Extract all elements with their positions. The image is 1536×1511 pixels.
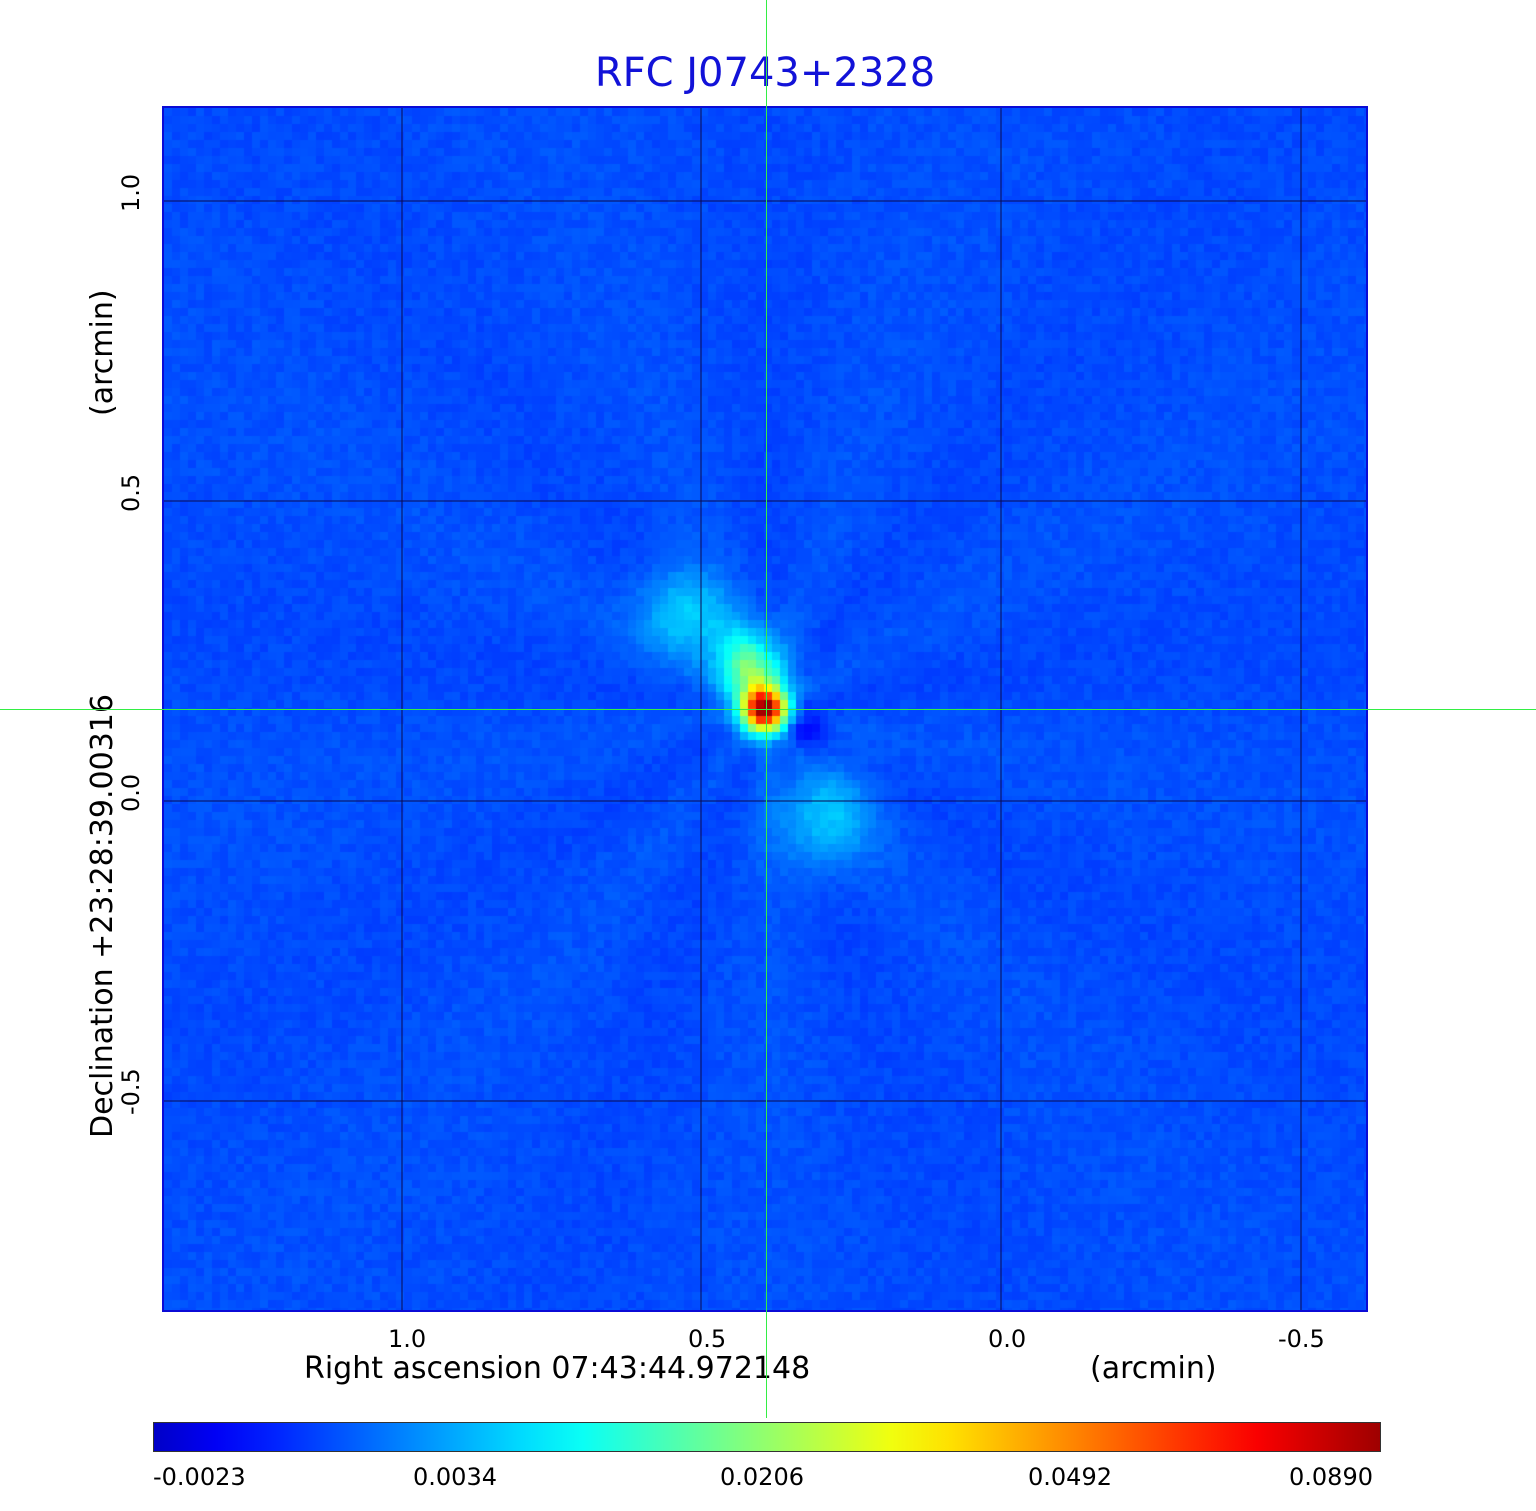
x-axis-label: Right ascension 07:43:44.972148 — [304, 1351, 811, 1386]
colorbar-tick-label: 0.0890 — [1289, 1463, 1373, 1491]
x-tick-label: 0.0 — [988, 1325, 1027, 1353]
y-tick-label: -0.5 — [117, 1068, 145, 1115]
x-tick-label: 0.5 — [688, 1325, 727, 1353]
x-tick-label: -0.5 — [1278, 1325, 1325, 1353]
y-tick-label: 1.0 — [117, 173, 145, 212]
y-axis-unit: (arcmin) — [85, 289, 120, 416]
x-axis-unit: (arcmin) — [1090, 1351, 1217, 1386]
colorbar-tick-label: 0.0492 — [1028, 1463, 1112, 1491]
y-tick-label: 0.0 — [117, 773, 145, 812]
colorbar-tick-label: -0.0023 — [153, 1463, 246, 1491]
x-tick-label: 1.0 — [388, 1325, 427, 1353]
y-axis-label: Declination +23:28:39.00316 — [85, 694, 120, 1138]
colorbar-tick-label: 0.0034 — [413, 1463, 497, 1491]
colorbar — [153, 1422, 1381, 1452]
y-tick-label: 0.5 — [117, 473, 145, 512]
colorbar-tick-label: 0.0206 — [720, 1463, 804, 1491]
crosshair-horizontal — [0, 709, 1536, 710]
image-title: RFC J0743+2328 — [594, 50, 936, 96]
